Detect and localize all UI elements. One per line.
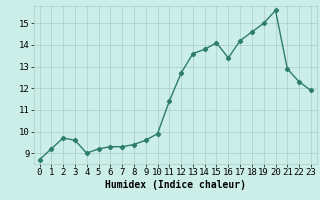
- X-axis label: Humidex (Indice chaleur): Humidex (Indice chaleur): [105, 180, 246, 190]
